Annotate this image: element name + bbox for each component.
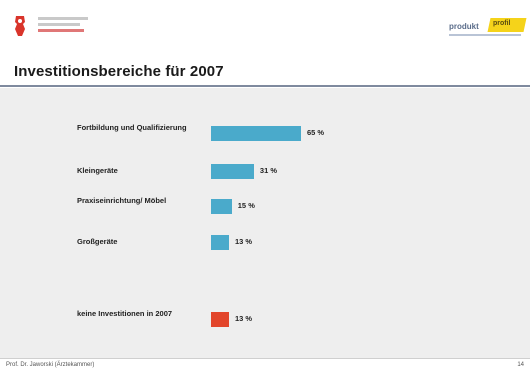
logo-line: [38, 23, 80, 26]
right-logo: produkt profil: [449, 18, 527, 44]
left-logo: [14, 14, 124, 40]
slide-header: produkt profil: [0, 0, 530, 62]
bar-value-label: 31 %: [259, 166, 278, 175]
bar-value-label: 13 %: [235, 237, 253, 246]
bar: [211, 199, 232, 214]
bar: [211, 126, 301, 141]
right-logo-tag: profil: [493, 20, 511, 27]
category-label: Großgeräte: [77, 237, 118, 246]
category-label: keine Investitionen in 2007: [77, 309, 173, 318]
category-label: Fortbildung und Qualifizierung: [77, 123, 187, 132]
bar-value-label: 15 %: [237, 201, 255, 210]
bar: [211, 312, 229, 327]
logo-line: [38, 29, 84, 32]
bar-value-label: 13 %: [235, 314, 253, 323]
bar: [211, 164, 254, 179]
footer-text: Prof. Dr. Jaworski (Ärztekammer): [6, 362, 95, 368]
bar-value-label: 65 %: [307, 128, 325, 137]
bear-crest-icon: [15, 16, 25, 36]
title-divider: [0, 85, 530, 87]
logo-line: [38, 17, 88, 20]
slide-title: Investitionsbereiche für 2007: [14, 63, 224, 80]
right-logo-underline: [449, 34, 521, 36]
chart-area: Fortbildung und Qualifizierung 65 % Kleing…: [0, 88, 530, 358]
category-label: Kleingeräte: [77, 166, 118, 175]
page-number: 14: [517, 362, 524, 368]
slide-footer: Prof. Dr. Jaworski (Ärztekammer) 14: [0, 358, 530, 374]
right-logo-word: produkt: [449, 22, 479, 31]
category-label: Praxiseinrichtung/ Möbel: [77, 196, 167, 205]
bar: [211, 235, 229, 250]
